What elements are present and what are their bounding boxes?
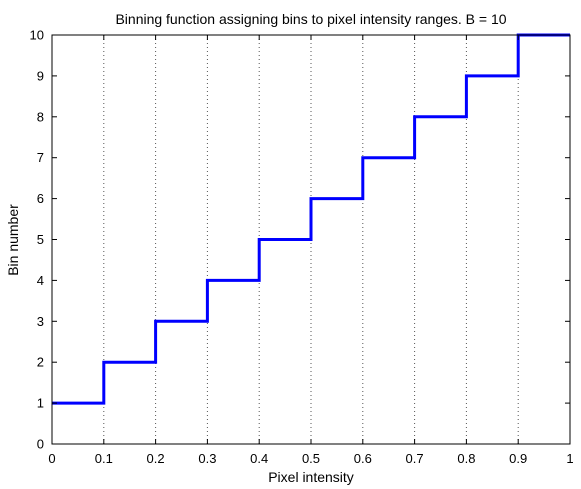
x-tick-label: 0.7	[406, 451, 424, 466]
x-tick-label: 0.2	[147, 451, 165, 466]
y-tick-label: 4	[37, 273, 44, 288]
x-tick-label: 0.5	[302, 451, 320, 466]
x-tick-label: 0.8	[457, 451, 475, 466]
x-tick-label: 0.9	[509, 451, 527, 466]
x-tick-label: 0.3	[198, 451, 216, 466]
y-tick-label: 8	[37, 109, 44, 124]
y-tick-label: 5	[37, 232, 44, 247]
y-tick-label: 7	[37, 150, 44, 165]
y-ticks: 0 1 2 3 4 5 6 7 8 9 10	[30, 28, 570, 452]
x-tick-label: 0.1	[95, 451, 113, 466]
y-tick-label: 9	[37, 68, 44, 83]
x-tick-label: 1	[566, 451, 573, 466]
x-tick-label: 0.4	[250, 451, 268, 466]
y-axis-label: Bin number	[5, 204, 21, 276]
y-tick-label: 10	[30, 28, 44, 43]
x-axis-label: Pixel intensity	[268, 469, 354, 485]
y-tick-label: 3	[37, 314, 44, 329]
series-line	[52, 33, 570, 405]
series-group	[52, 33, 570, 405]
y-tick-label: 2	[37, 355, 44, 370]
y-tick-label: 6	[37, 191, 44, 206]
x-ticks: 0 0.1 0.2 0.3 0.4 0.5 0.6 0.7 0.8 0.9 1	[48, 35, 574, 466]
x-tick-label: 0.6	[354, 451, 372, 466]
y-tick-label: 1	[37, 396, 44, 411]
y-tick-label: 0	[37, 437, 44, 452]
chart-title: Binning function assigning bins to pixel…	[115, 11, 506, 27]
x-tick-label: 0	[48, 451, 55, 466]
